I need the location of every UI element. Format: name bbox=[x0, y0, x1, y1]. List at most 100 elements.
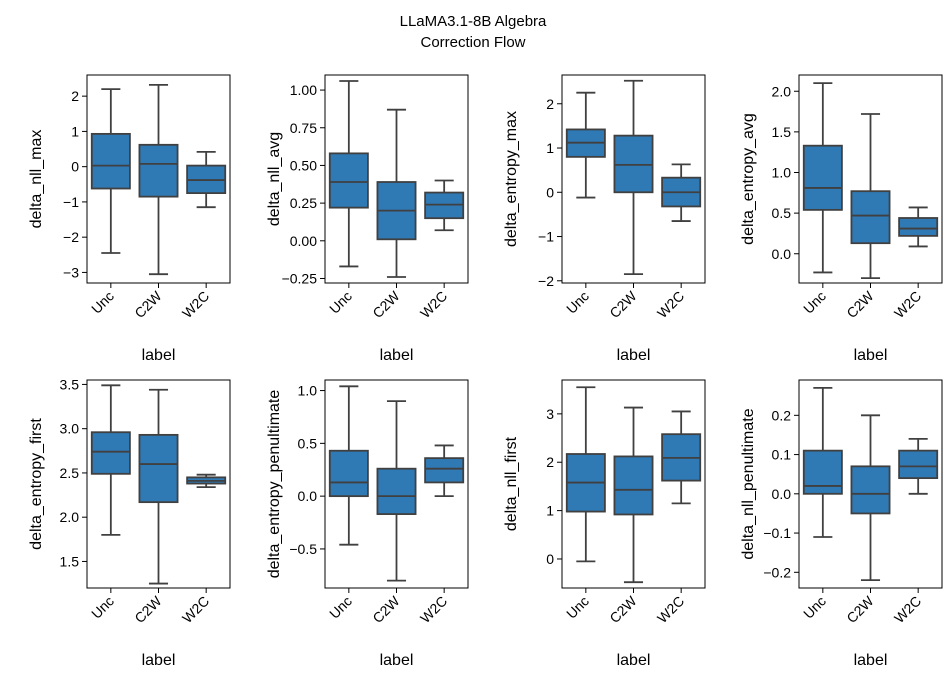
box-w2c bbox=[424, 179, 465, 232]
x-tick-label: Unc bbox=[563, 288, 592, 317]
box-w2c bbox=[898, 206, 939, 248]
y-axis-label: delta_nll_max bbox=[28, 130, 45, 229]
x-axis-label: label bbox=[380, 347, 414, 364]
y-tick-label: 0 bbox=[71, 159, 79, 175]
x-tick-label: C2W bbox=[843, 287, 877, 321]
y-tick-label: 0.0 bbox=[772, 486, 792, 502]
box-w2c bbox=[186, 473, 227, 488]
y-tick-label: 0.75 bbox=[290, 120, 317, 136]
y-axis-label: delta_entropy_first bbox=[28, 418, 45, 550]
y-tick-label: 3 bbox=[546, 406, 554, 422]
subplot-4: 0.0 0.5 1.0 1.5 2.0 Unc C2W W2C label delta_entro… bbox=[740, 74, 943, 364]
box-unc bbox=[328, 80, 369, 268]
box-unc bbox=[802, 82, 843, 274]
subplot-grid: −3 −2 −1 0 1 2 Unc C2W W2C label delta_nll_max −0.2… bbox=[28, 74, 943, 669]
box-w2c bbox=[424, 444, 465, 498]
box-w2c bbox=[661, 163, 702, 222]
box-c2w bbox=[850, 414, 891, 582]
y-tick-label: −0.25 bbox=[282, 270, 318, 286]
x-axis-label: label bbox=[617, 652, 651, 669]
box-iqr bbox=[376, 467, 417, 515]
y-tick-label: 3.0 bbox=[60, 421, 80, 437]
y-tick-label: 2.0 bbox=[60, 509, 80, 525]
y-tick-label: 0.00 bbox=[290, 233, 317, 249]
box-iqr bbox=[850, 465, 891, 515]
y-tick-label: −0.5 bbox=[289, 541, 317, 557]
subplot-5: 1.5 2.0 2.5 3.0 3.5 Unc C2W W2C label delta_entro… bbox=[28, 376, 231, 669]
y-tick-label: 0.2 bbox=[772, 407, 792, 423]
box-iqr bbox=[802, 449, 843, 495]
y-axis-label: delta_entropy_penultimate bbox=[266, 390, 283, 579]
box-c2w bbox=[376, 400, 417, 582]
box-c2w bbox=[613, 79, 654, 276]
box-w2c bbox=[186, 150, 227, 209]
x-tick-label: W2C bbox=[179, 593, 212, 626]
box-c2w bbox=[376, 108, 417, 278]
y-tick-label: 1.0 bbox=[298, 383, 318, 399]
x-axis-label: label bbox=[854, 347, 888, 364]
box-iqr bbox=[424, 457, 465, 484]
x-tick-label: C2W bbox=[369, 287, 403, 321]
y-tick-label: 1.0 bbox=[772, 165, 792, 181]
box-iqr bbox=[90, 431, 131, 475]
x-tick-label: Unc bbox=[326, 593, 355, 622]
y-tick-label: −0.1 bbox=[763, 525, 791, 541]
x-tick-label: C2W bbox=[131, 592, 165, 626]
box-unc bbox=[328, 385, 369, 546]
y-tick-label: −3 bbox=[63, 264, 79, 280]
y-tick-label: 0.0 bbox=[772, 246, 792, 262]
box-iqr bbox=[850, 190, 891, 245]
box-iqr bbox=[328, 152, 369, 209]
x-tick-label: W2C bbox=[417, 593, 450, 626]
subplot-8: −0.2 −0.1 0.0 0.1 0.2 Unc C2W W2C label delta_nll… bbox=[740, 379, 943, 669]
box-iqr bbox=[328, 449, 369, 498]
x-tick-label: W2C bbox=[417, 288, 450, 321]
y-tick-label: 1 bbox=[546, 140, 554, 156]
y-tick-label: 1.5 bbox=[772, 124, 792, 140]
y-tick-label: 2.0 bbox=[772, 83, 792, 99]
x-tick-label: W2C bbox=[654, 288, 687, 321]
y-tick-label: 0 bbox=[546, 184, 554, 200]
y-axis-label: delta_nll_avg bbox=[266, 132, 283, 226]
box-c2w bbox=[138, 388, 179, 585]
x-axis-label: label bbox=[142, 347, 176, 364]
box-unc bbox=[802, 386, 843, 538]
y-tick-label: −0.2 bbox=[763, 564, 791, 580]
box-unc bbox=[90, 384, 131, 536]
y-tick-label: 0 bbox=[546, 551, 554, 567]
box-w2c bbox=[898, 437, 939, 495]
figure-title-line2: Correction Flow bbox=[420, 34, 525, 51]
y-tick-label: 2.5 bbox=[60, 465, 80, 481]
figure-title-line1: LLaMA3.1-8B Algebra bbox=[400, 13, 547, 30]
y-axis-label: delta_nll_penultimate bbox=[740, 408, 757, 559]
y-tick-label: 3.5 bbox=[60, 376, 80, 392]
x-tick-label: C2W bbox=[131, 287, 165, 321]
x-axis-label: label bbox=[380, 652, 414, 669]
subplot-2: −0.25 0.00 0.25 0.50 0.75 1.00 Unc C2W W2C label d… bbox=[266, 74, 469, 364]
x-tick-label: Unc bbox=[800, 288, 829, 317]
x-tick-label: Unc bbox=[800, 593, 829, 622]
y-tick-label: 2 bbox=[71, 88, 79, 104]
box-iqr bbox=[138, 433, 179, 504]
y-tick-label: 1.00 bbox=[290, 82, 317, 98]
x-axis-label: label bbox=[854, 652, 888, 669]
x-tick-label: Unc bbox=[88, 593, 117, 622]
y-tick-label: 1 bbox=[546, 503, 554, 519]
x-tick-label: C2W bbox=[369, 592, 403, 626]
box-iqr bbox=[802, 144, 843, 211]
box-unc bbox=[565, 91, 606, 199]
x-tick-label: C2W bbox=[843, 592, 877, 626]
box-iqr bbox=[898, 217, 939, 237]
box-iqr bbox=[138, 143, 179, 198]
x-tick-label: Unc bbox=[326, 288, 355, 317]
y-tick-label: 0.25 bbox=[290, 195, 317, 211]
x-tick-label: Unc bbox=[563, 593, 592, 622]
box-c2w bbox=[138, 83, 179, 276]
y-tick-label: 2 bbox=[546, 454, 554, 470]
x-tick-label: W2C bbox=[891, 593, 924, 626]
y-tick-label: −1 bbox=[538, 229, 554, 245]
box-w2c bbox=[661, 410, 702, 505]
x-tick-label: W2C bbox=[654, 593, 687, 626]
box-c2w bbox=[613, 406, 654, 584]
y-tick-label: 1.5 bbox=[60, 553, 80, 569]
